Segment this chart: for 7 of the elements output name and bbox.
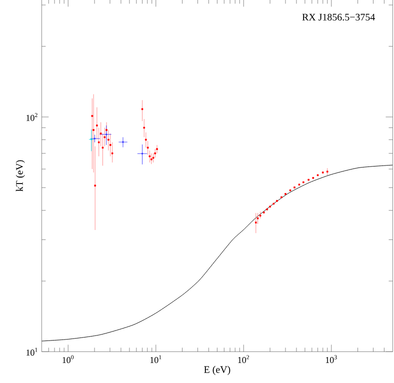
x-axis-title: E (eV): [204, 366, 230, 375]
x-tick-label: 10$^{0}$: [62, 355, 74, 364]
y-axis-title: kT (eV): [16, 160, 25, 192]
x-tick-label: 10$^{1}$: [150, 355, 162, 364]
annotation: RX J1856.5−3754: [302, 14, 375, 21]
x-tick-label: 10$^{2}$: [238, 355, 250, 364]
x-tick-label: 10$^{3}$: [326, 355, 337, 364]
